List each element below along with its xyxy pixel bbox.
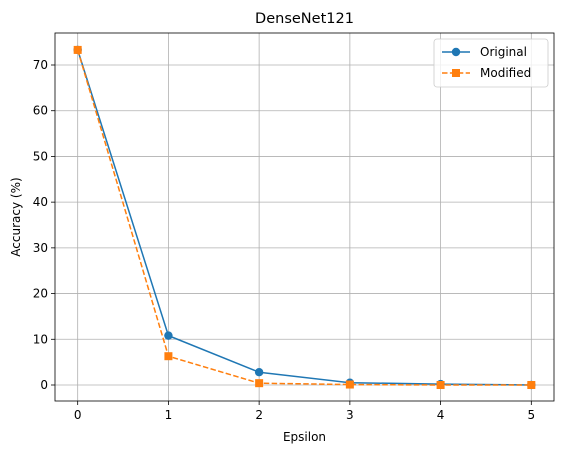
data-point-modified [345, 380, 354, 389]
y-tick-label: 0 [40, 378, 48, 392]
y-tick-label: 40 [33, 195, 48, 209]
data-point-original [164, 331, 173, 340]
data-point-original [254, 368, 264, 377]
grid [55, 33, 554, 401]
legend-marker-original [451, 47, 461, 57]
y-tick-label: 70 [33, 58, 48, 72]
legend-marker-modified [452, 69, 460, 77]
plot-frame [54, 32, 555, 402]
series-line-original [76, 49, 532, 386]
legend-box [433, 38, 549, 88]
data-point-modified [255, 379, 264, 388]
y-tick-label: 50 [33, 149, 48, 163]
y-tick-label: 10 [33, 332, 48, 346]
x-tick-label: 0 [74, 408, 82, 422]
legend-item-modified: Modified [442, 66, 531, 80]
legend: Original Modified [433, 38, 549, 88]
y-tick-label: 60 [33, 104, 48, 118]
legend-label-original: Original [480, 45, 527, 59]
series-line-modified [76, 49, 532, 386]
x-tick-label: 4 [437, 408, 445, 422]
data-point-modified [527, 381, 536, 389]
legend-label-modified: Modified [480, 66, 531, 80]
data-point-modified [73, 45, 82, 54]
data-point-modified [164, 352, 173, 361]
x-tick-label: 2 [255, 408, 263, 422]
y-tick-label: 20 [33, 287, 48, 301]
data-point-modified [436, 381, 445, 389]
y-axis-label: Accuracy (%) [9, 177, 23, 256]
x-axis-label: Epsilon [283, 430, 326, 444]
x-tick-label: 1 [165, 408, 173, 422]
y-tick-label: 30 [33, 241, 48, 255]
legend-item-original: Original [442, 45, 527, 59]
series-layer [73, 45, 536, 390]
chart-title: DenseNet121 [255, 11, 354, 27]
x-tick-label: 3 [346, 408, 354, 422]
x-tick-label: 5 [527, 408, 535, 422]
series-modified [73, 45, 536, 389]
